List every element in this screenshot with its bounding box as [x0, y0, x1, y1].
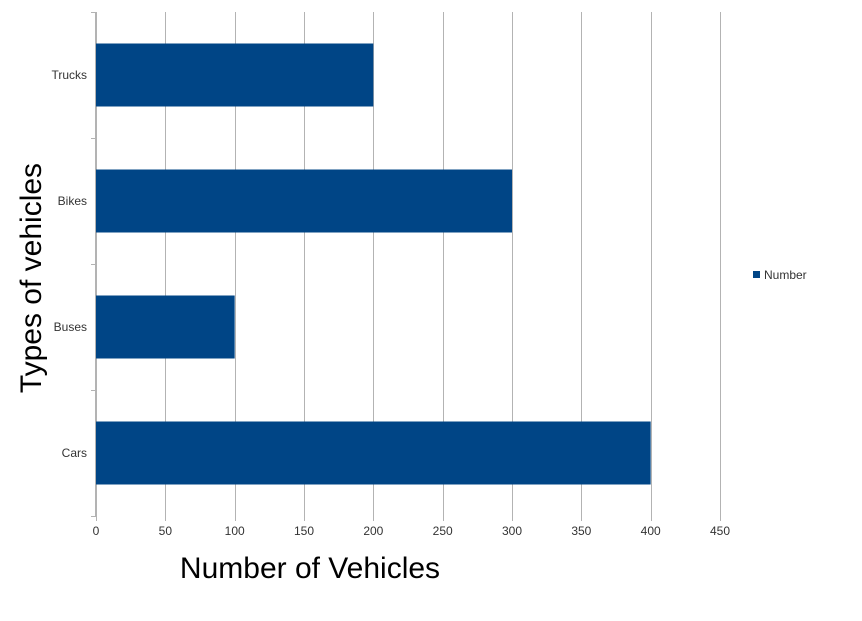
bar-cars — [96, 421, 651, 485]
legend-swatch-number — [753, 271, 760, 278]
category-label-buses: Buses — [54, 320, 87, 334]
bars — [96, 43, 651, 485]
category-label-cars: Cars — [62, 446, 87, 460]
legend: Number — [753, 268, 807, 282]
x-axis-title: Number of Vehicles — [180, 552, 440, 585]
x-tick-label-200: 200 — [363, 524, 383, 538]
x-tick-label-250: 250 — [433, 524, 453, 538]
x-tick-label-350: 350 — [571, 524, 591, 538]
category-label-bikes: Bikes — [58, 194, 87, 208]
bar-buses — [96, 295, 235, 359]
x-tick-label-400: 400 — [641, 524, 661, 538]
category-labels: Cars Buses Bikes Trucks — [51, 68, 87, 460]
x-tick-label-450: 450 — [710, 524, 730, 538]
x-tick-labels: 0 50 100 150 200 250 300 350 400 450 — [93, 524, 731, 538]
y-axis-title: Types of vehicles — [15, 163, 48, 393]
bar-trucks — [96, 43, 374, 107]
x-tick-label-300: 300 — [502, 524, 522, 538]
x-tick-label-150: 150 — [294, 524, 314, 538]
axes — [91, 12, 721, 521]
category-label-trucks: Trucks — [51, 68, 87, 82]
x-tick-label-50: 50 — [159, 524, 173, 538]
x-tick-label-100: 100 — [225, 524, 245, 538]
x-tick-label-0: 0 — [93, 524, 100, 538]
legend-label-number: Number — [764, 268, 807, 282]
bar-bikes — [96, 169, 512, 233]
